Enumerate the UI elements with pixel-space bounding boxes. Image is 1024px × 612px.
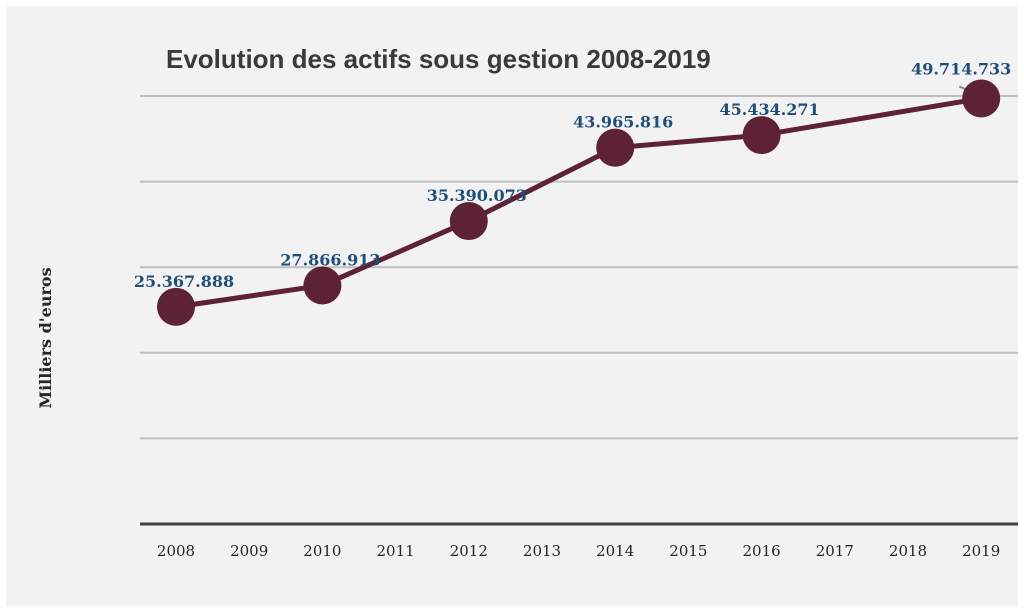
x-tick-label: 2010 [303,542,341,560]
x-tick-label: 2008 [157,542,195,560]
x-tick-label: 2009 [230,542,268,560]
x-tick-label: 2018 [889,542,927,560]
x-tick-label: 2013 [523,542,561,560]
y-axis-label: Milliers d'euros [36,267,55,408]
data-point-marker [157,287,195,326]
data-point-marker [449,202,488,241]
data-label: 45.434.271 [719,100,819,119]
data-point-marker [303,266,342,305]
x-tick-label: 2016 [743,542,781,560]
data-label: 43.965.816 [573,113,673,132]
data-label: 49.714.733 [911,59,1011,78]
data-point-marker [742,116,781,155]
x-tick-labels: 2008 2009 2010 2011 2012 2013 2014 2015 2016 2017… [157,542,1000,560]
line-chart: Evolution des actifs sous gestion 2008-2… [36,44,1018,560]
chart-area: Evolution des actifs sous gestion 2008-2… [6,6,1018,606]
data-point-marker [596,128,635,167]
x-tick-label: 2012 [450,542,488,560]
x-tick-label: 2011 [377,542,415,560]
x-tick-label: 2017 [816,542,854,560]
x-tick-label: 2015 [669,542,707,560]
data-label: 35.390.073 [427,186,527,205]
data-label: 25.367.888 [134,272,234,291]
x-tick-label: 2014 [596,542,634,560]
chart-title: Evolution des actifs sous gestion 2008-2… [166,44,711,74]
data-labels: 25.367.888 27.866.913 35.390.073 43.965.816… [134,59,1011,290]
markers [157,79,1001,326]
series-line [175,95,982,310]
x-tick-label: 2019 [962,542,1000,560]
gridlines [140,95,1018,440]
data-point-marker [962,79,1001,118]
data-label: 27.866.913 [280,250,380,269]
series-polyline [175,95,982,310]
